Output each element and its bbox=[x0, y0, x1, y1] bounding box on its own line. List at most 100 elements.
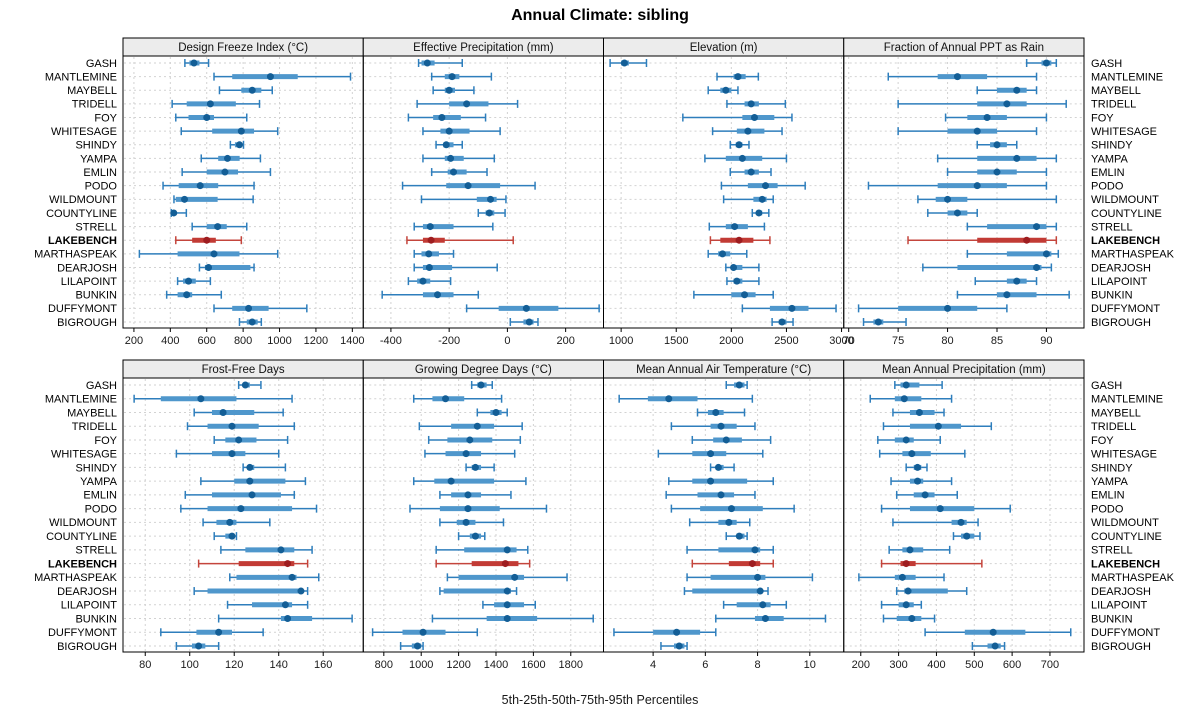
percentile-glyph bbox=[176, 277, 212, 286]
station-label-right: FOY bbox=[1091, 435, 1114, 447]
percentile-glyph bbox=[430, 168, 488, 177]
panel-fraction-of-annual-ppt-as-rain: Fraction of Annual PPT as Rain 70 75 80 85 90 bbox=[843, 37, 1085, 347]
percentile-glyph bbox=[892, 408, 945, 417]
percentile-glyph bbox=[417, 59, 464, 67]
percentile-glyph bbox=[160, 628, 264, 637]
percentile-glyph bbox=[202, 518, 271, 527]
percentile-glyph bbox=[439, 518, 505, 527]
station-label-left: EMLIN bbox=[83, 167, 117, 179]
axis-tick-label: 10 bbox=[804, 659, 816, 671]
percentile-glyph bbox=[711, 127, 783, 136]
station-label-right: GASH bbox=[1091, 58, 1122, 70]
percentile-glyph bbox=[446, 573, 568, 582]
station-label-left: STRELL bbox=[75, 221, 117, 233]
percentile-glyph bbox=[477, 208, 506, 217]
axis-tick-label: 1400 bbox=[484, 659, 508, 671]
station-label-right: PODO bbox=[1091, 503, 1124, 515]
percentile-glyph bbox=[688, 518, 751, 527]
percentile-glyph bbox=[175, 449, 280, 458]
percentile-glyph bbox=[956, 290, 1070, 299]
percentile-glyph bbox=[974, 277, 1038, 286]
station-label-right: YAMPA bbox=[1091, 476, 1129, 488]
percentile-glyph bbox=[213, 304, 308, 313]
percentile-glyph bbox=[882, 422, 993, 431]
percentile-glyph bbox=[439, 490, 512, 499]
percentile-glyph bbox=[173, 195, 254, 204]
axis-tick-label: 400 bbox=[161, 335, 179, 347]
percentile-glyph bbox=[184, 490, 296, 499]
percentile-glyph bbox=[175, 236, 243, 245]
station-label-left: GASH bbox=[86, 380, 117, 392]
station-label-right: TRIDELL bbox=[1091, 421, 1136, 433]
panel-border bbox=[362, 55, 604, 329]
percentile-glyph bbox=[412, 394, 503, 403]
percentile-glyph bbox=[213, 72, 352, 81]
percentile-glyph bbox=[220, 545, 313, 554]
axis-tick-label: 2500 bbox=[774, 335, 798, 347]
station-label-left: DEARJOSH bbox=[57, 262, 117, 274]
percentile-glyph bbox=[213, 532, 238, 541]
percentile-glyph bbox=[162, 181, 255, 190]
percentile-glyph bbox=[439, 587, 518, 596]
percentile-glyph bbox=[888, 545, 951, 554]
percentile-glyph bbox=[422, 127, 501, 136]
percentile-glyph bbox=[741, 304, 837, 313]
panel-border bbox=[843, 55, 1085, 329]
percentile-glyph bbox=[936, 154, 1058, 163]
percentile-glyph bbox=[946, 168, 1048, 177]
station-label-right: MANTLEMINE bbox=[1091, 71, 1163, 83]
axis-tick-label: 75 bbox=[892, 335, 904, 347]
station-label-left: MAYBELL bbox=[67, 407, 117, 419]
percentile-glyph bbox=[897, 127, 1038, 136]
axis-tick-label: 1000 bbox=[409, 659, 433, 671]
station-label-left: BIGROUGH bbox=[57, 641, 117, 653]
percentile-glyph bbox=[880, 559, 983, 568]
percentile-glyph bbox=[716, 72, 760, 81]
percentile-glyph bbox=[229, 573, 320, 582]
percentile-glyph bbox=[381, 290, 480, 299]
percentile-glyph bbox=[726, 277, 760, 286]
axis-tick-label: -200 bbox=[438, 335, 460, 347]
station-label-left: WILDMOUNT bbox=[49, 194, 117, 206]
percentile-glyph bbox=[217, 614, 353, 623]
station-label-right: SHINDY bbox=[1091, 462, 1133, 474]
percentile-glyph bbox=[457, 532, 486, 541]
station-label-left: COUNTYLINE bbox=[46, 531, 117, 543]
panel-border bbox=[843, 377, 1085, 653]
percentile-glyph bbox=[880, 600, 923, 609]
percentile-glyph bbox=[193, 587, 309, 596]
percentile-glyph bbox=[696, 408, 746, 417]
percentile-glyph bbox=[725, 263, 760, 272]
percentile-glyph bbox=[432, 86, 475, 95]
axis-tick-label: 80 bbox=[139, 659, 151, 671]
station-label-left: DEARJOSH bbox=[57, 586, 117, 598]
percentile-glyph bbox=[751, 208, 770, 217]
percentile-glyph bbox=[892, 518, 979, 527]
percentile-glyph bbox=[170, 208, 188, 217]
station-label-left: WHITESAGE bbox=[51, 449, 117, 461]
percentile-glyph bbox=[427, 435, 522, 444]
axis-tick-label: 200 bbox=[125, 335, 143, 347]
station-label-left: WHITESAGE bbox=[51, 126, 117, 138]
percentile-glyph bbox=[609, 59, 648, 67]
station-label-right: MANTLEMINE bbox=[1091, 394, 1163, 406]
panel-border bbox=[603, 55, 845, 329]
percentile-glyph bbox=[226, 600, 309, 609]
percentile-glyph bbox=[407, 113, 487, 122]
percentile-glyph bbox=[976, 86, 1038, 95]
percentile-glyph bbox=[618, 394, 754, 403]
percentile-glyph bbox=[720, 181, 806, 190]
percentile-glyph bbox=[238, 318, 263, 326]
panel-design-freeze-index-c: Design Freeze Index (°C) 200 400 600 800 1000… bbox=[122, 37, 365, 347]
axis-tick-label: 140 bbox=[270, 659, 288, 671]
percentile-glyph bbox=[401, 181, 536, 190]
percentile-glyph bbox=[420, 195, 507, 204]
panel-mean-annual-precipitation-mm: Mean Annual Precipitation (mm) 200 300 400 5… bbox=[843, 359, 1085, 671]
axis-tick-label: 2000 bbox=[719, 335, 743, 347]
strip-title: Frost-Free Days bbox=[202, 364, 285, 376]
percentile-glyph bbox=[613, 628, 717, 637]
station-label-left: YAMPA bbox=[80, 476, 118, 488]
station-label-right: WILDMOUNT bbox=[1091, 194, 1159, 206]
